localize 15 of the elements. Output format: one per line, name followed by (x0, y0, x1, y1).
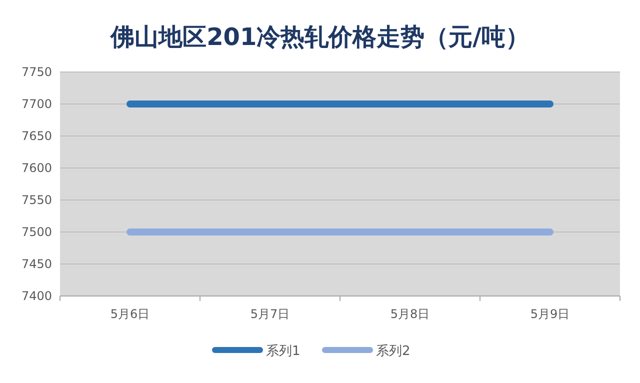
x-tick-label: 5月8日 (390, 307, 430, 321)
y-tick-label: 7650 (21, 129, 52, 143)
y-tick-label: 7700 (21, 97, 52, 111)
y-tick-label: 7600 (21, 161, 52, 175)
chart-title: 佛山地区201冷热轧价格走势（元/吨） (110, 23, 530, 51)
x-tick-label: 5月6日 (110, 307, 150, 321)
x-tick-label: 5月9日 (530, 307, 570, 321)
legend-label: 系列1 (266, 344, 300, 359)
legend-label: 系列2 (376, 344, 410, 359)
y-tick-label: 7750 (21, 65, 52, 79)
y-tick-label: 7400 (21, 289, 52, 303)
y-tick-label: 7450 (21, 257, 52, 271)
x-tick-label: 5月7日 (250, 307, 290, 321)
y-tick-label: 7500 (21, 225, 52, 239)
y-tick-label: 7550 (21, 193, 52, 207)
